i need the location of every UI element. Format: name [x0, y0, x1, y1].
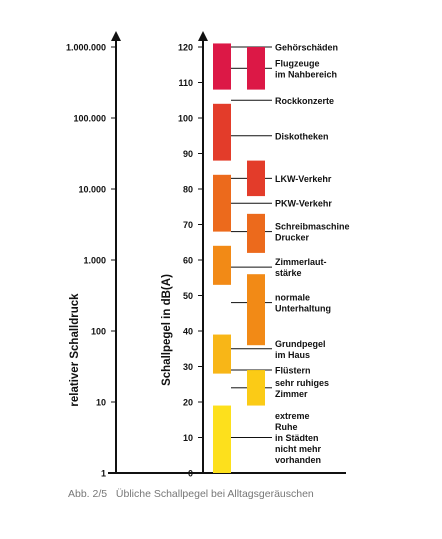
source-bar	[247, 213, 265, 253]
left-axis-tick-label: 10.000	[78, 185, 106, 195]
source-bar	[247, 160, 265, 197]
level-bar	[213, 174, 231, 232]
source-bar	[247, 47, 265, 90]
db-axis-tick-label: 100	[178, 114, 193, 124]
source-label: Drucker	[275, 233, 310, 243]
left-axis-tick-label: 100	[91, 327, 106, 337]
db-axis-tick-label: 10	[183, 433, 193, 443]
source-bar	[247, 274, 265, 346]
db-axis-tick-label: 40	[183, 327, 193, 337]
source-label: nicht mehr	[275, 444, 322, 454]
left-axis-tick-label: 1.000	[83, 256, 106, 266]
db-axis-tick-label: 20	[183, 398, 193, 408]
level-bar	[213, 334, 231, 374]
caption-text: Übliche Schallpegel bei Alltagsgeräusche…	[115, 488, 314, 500]
source-label: Flüstern	[275, 366, 311, 376]
source-label: Rockkonzerte	[275, 96, 334, 106]
db-axis-tick-label: 0	[188, 469, 193, 479]
db-axis-title: Schallpegel in dB(A)	[161, 274, 173, 386]
figure-caption: Abb. 2/5 Übliche Schallpegel bei Alltags…	[68, 488, 408, 500]
db-axis-tick-label: 60	[183, 256, 193, 266]
level-bar	[213, 405, 231, 473]
left-axis-title: relativer Schalldruck	[69, 293, 81, 407]
source-label: extreme	[275, 411, 310, 421]
source-bar	[247, 370, 265, 406]
left-axis-tick-label: 10	[96, 398, 106, 408]
source-label: im Haus	[275, 350, 310, 360]
level-bar	[213, 43, 231, 90]
source-label: in Städten	[275, 433, 319, 443]
left-axis-tick-label: 1	[101, 469, 106, 479]
db-axis-tick-label: 90	[183, 149, 193, 159]
level-bar	[213, 245, 231, 285]
db-axis-tick-label: 110	[178, 78, 193, 88]
source-label: vorhanden	[275, 455, 321, 465]
source-label: Unterhaltung	[275, 304, 331, 314]
source-label: stärke	[275, 268, 302, 278]
source-label: Diskotheken	[275, 131, 329, 141]
source-label: Ruhe	[275, 422, 298, 432]
source-label: sehr ruhiges	[275, 378, 329, 388]
source-label: Flugzeuge	[275, 58, 320, 68]
db-axis-tick-label: 120	[178, 43, 193, 53]
source-label: Grundpegel	[275, 339, 326, 349]
source-label: PKW-Verkehr	[275, 199, 332, 209]
source-label: Gehörschäden	[275, 43, 338, 53]
left-axis-tick-label: 100.000	[73, 114, 106, 124]
source-label: LKW-Verkehr	[275, 174, 332, 184]
source-label: normale	[275, 293, 310, 303]
db-axis-tick-label: 50	[183, 291, 193, 301]
source-label: Zimmerlaut-	[275, 257, 327, 267]
db-axis-tick-label: 30	[183, 362, 193, 372]
left-axis-arrow	[111, 31, 121, 41]
source-label: Schreibmaschine	[275, 222, 350, 232]
db-axis-tick-label: 80	[183, 185, 193, 195]
source-label: Zimmer	[275, 389, 308, 399]
db-axis-tick-label: 70	[183, 220, 193, 230]
caption-figure-number: Abb. 2/5	[68, 488, 108, 500]
level-bar	[213, 103, 231, 161]
left-axis-tick-label: 1.000.000	[66, 43, 106, 53]
source-label: im Nahbereich	[275, 69, 337, 79]
db-axis-arrow	[198, 31, 208, 41]
